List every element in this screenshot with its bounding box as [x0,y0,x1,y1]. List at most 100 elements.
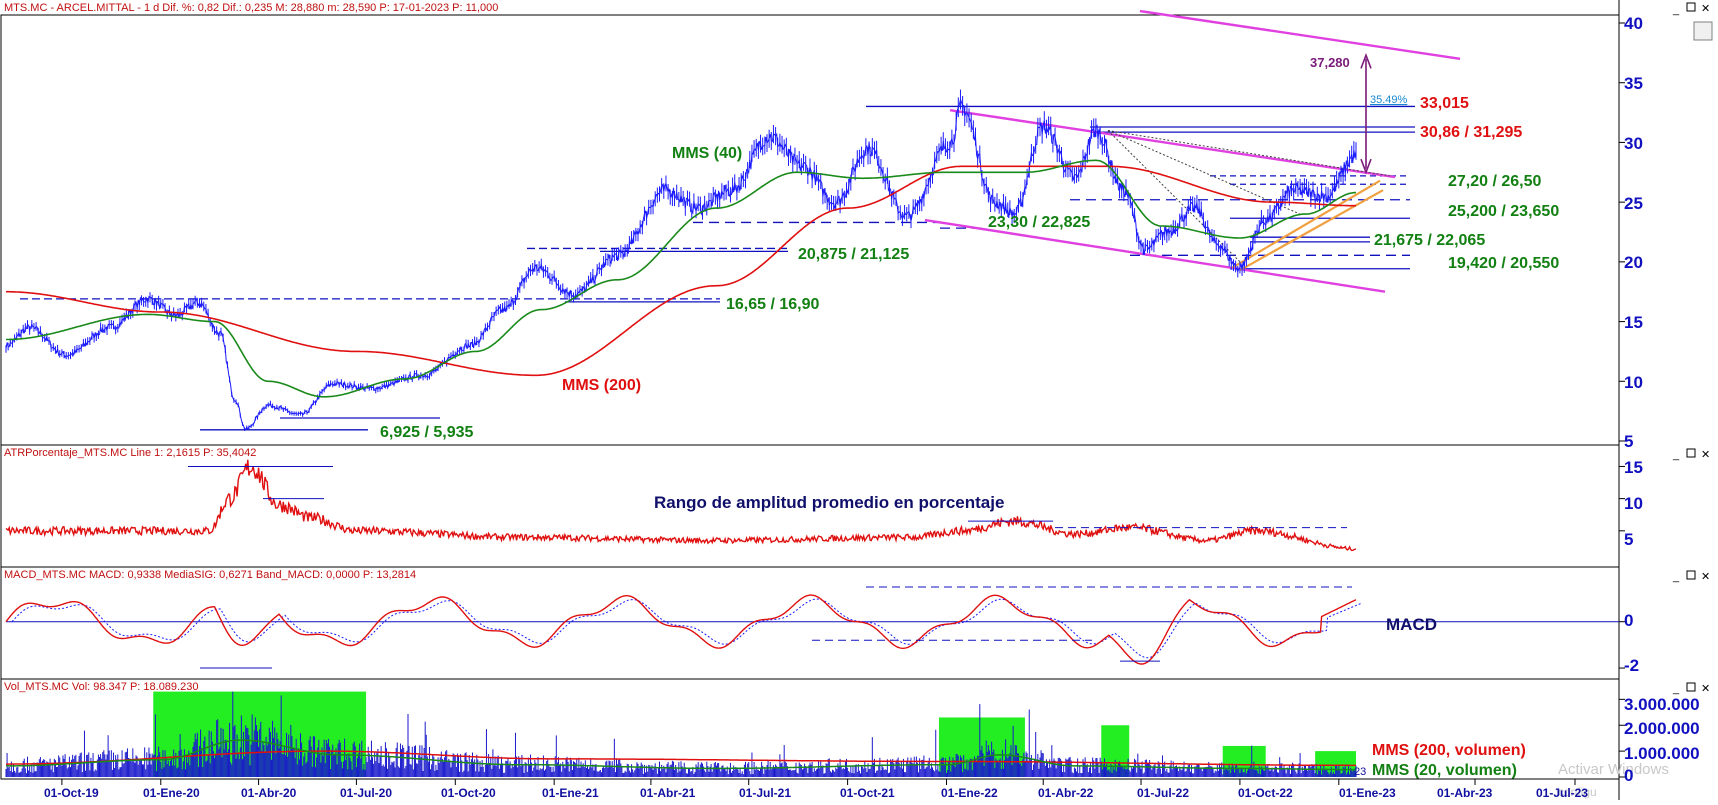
level-label-21: 21,675 / 22,065 [1374,232,1485,249]
y-tick-label: 10 [1624,494,1643,513]
minimize-icon[interactable]: _ [1672,683,1680,695]
atr-panel-title: Rango de amplitud promedio en porcentaje [654,493,1004,512]
axis-ticks [61,22,1625,785]
x-tick-label: 01-Jul-23 [1536,786,1588,800]
volume-highlight-box [1222,745,1266,777]
y-tick-label: -2 [1624,656,1639,675]
mms200-line [6,165,1356,377]
level-label-23: 23,30 / 22,825 [988,214,1090,231]
maximize-icon[interactable] [1686,570,1696,580]
x-tick-label: 01-Oct-21 [840,786,895,800]
level-label-27: 27,20 / 26,50 [1448,173,1542,190]
y-tick-label: 1.000.000 [1624,744,1700,763]
mms200-label: MMS (200) [562,377,641,394]
y-tick-label: 15 [1624,458,1643,477]
minimize-icon[interactable]: _ [1672,571,1680,583]
volume-panel-header: Vol_MTS.MC Vol: 98.347 P: 18.089.230 [4,681,198,693]
close-icon[interactable]: ✕ [1701,571,1710,583]
x-tick-label: 01-Oct-22 [1238,786,1293,800]
x-tick-label: 01-Ene-20 [143,786,200,800]
level-label-25: 25,200 / 23,650 [1448,203,1559,220]
y-tick-label: 0 [1624,766,1633,785]
orange-trendline [1231,179,1381,269]
minimize-icon[interactable]: _ [1672,4,1680,16]
y-tick-label: 10 [1624,373,1643,392]
volume-mms200-line [6,750,1356,767]
x-tick-label: 01-Jul-22 [1137,786,1189,800]
close-icon[interactable]: ✕ [1701,449,1710,461]
x-tick-label: 01-Jul-20 [340,786,392,800]
level-label-16: 16,65 / 16,90 [726,296,820,313]
x-tick-label: 01-Abr-22 [1038,786,1094,800]
x-tick-label: 01-Ene-21 [542,786,599,800]
y-tick-label: 3.000.000 [1624,695,1700,714]
trend-channel [924,9,1461,293]
level-label-6: 6,925 / 5,935 [380,424,474,441]
y-tick-label: 35 [1624,74,1643,93]
target-percent-label: 35.49% [1370,94,1408,106]
indicator-series [5,459,1619,777]
volume-mms20-line [6,739,1356,771]
channel-upper [1139,9,1461,61]
y-tick-label: 5 [1624,530,1633,549]
orange-trendline [1239,189,1384,272]
volume-mms20-legend: MMS (20, volumen) [1372,762,1517,779]
x-axis: 01-Oct-19 01-Ene-20 01-Abr-20 01-Jul-20 … [44,786,1588,800]
dotted-fan-line [1107,130,1301,215]
macd-line [5,594,1357,665]
x-tick-label: 01-Abr-21 [640,786,696,800]
level-label-31: 30,86 / 31,295 [1420,124,1522,141]
price-panel-header: MTS.MC - ARCEL.MITTAL - 1 d Dif. %: 0,82… [4,2,498,14]
price-series [5,89,1357,431]
window-controls[interactable]: _ ✕ _ ✕ _ ✕ _ ✕ [1672,2,1710,695]
close-icon[interactable]: ✕ [1701,3,1710,15]
y-tick-label: 20 [1624,253,1643,272]
watermark-line1: Activar Windows [1558,761,1669,778]
minimize-icon[interactable]: _ [1672,449,1680,461]
price-y-axis: 40 35 30 25 20 15 10 5 [1624,14,1643,451]
atr-y-axis: 15 10 5 [1624,458,1643,549]
x-tick-label: 01-Oct-20 [441,786,496,800]
macd-y-axis: 0 -2 [1624,611,1639,675]
price-line [5,97,1357,430]
volume-y-axis: 3.000.000 2.000.000 1.000.000 0 [1624,695,1700,785]
atr-panel-header: ATRPorcentaje_MTS.MC Line 1: 2,1615 P: 3… [4,447,256,459]
y-tick-label: 2.000.000 [1624,719,1700,738]
volume-mms200-legend: MMS (200, volumen) [1372,742,1526,759]
maximize-icon[interactable] [1686,2,1696,12]
channel-mid [949,108,1396,179]
mms40-label: MMS (40) [672,145,742,162]
support-resistance-levels [20,105,1415,431]
panel-frames [0,0,1620,800]
target-arrow-head [1360,158,1372,175]
y-tick-label: 30 [1624,134,1643,153]
y-tick-label: 15 [1624,313,1643,332]
target-value-label: 37,280 [1310,55,1350,70]
y-tick-label: 5 [1624,432,1633,451]
level-label-19: 19,420 / 20,550 [1448,255,1559,272]
maximize-icon[interactable] [1686,682,1696,692]
macd-signal-line [11,598,1363,659]
maximize-icon[interactable] [1686,448,1696,458]
atr-line [5,459,1357,552]
x-tick-label: 01-Jul-21 [739,786,791,800]
x-tick-label: 01-Ene-23 [1339,786,1396,800]
level-label-20: 20,875 / 21,125 [798,246,909,263]
mms40-line [6,159,1356,398]
y-tick-label: 25 [1624,194,1643,213]
level-label-33: 33,015 [1420,95,1469,112]
panel-menu-icon[interactable] [1693,21,1713,41]
close-icon[interactable]: ✕ [1701,683,1710,695]
target-arrow-head [1360,52,1372,69]
y-tick-label: 40 [1624,14,1643,33]
macd-panel-header: MACD_MTS.MC MACD: 0,9338 MediaSIG: 0,627… [4,569,416,581]
channel-lower [924,218,1386,293]
x-tick-label: 01-Ene-22 [941,786,998,800]
macd-panel-title: MACD [1386,615,1437,634]
dotted-fan-line [1107,130,1241,263]
volume-corner-text: 23 [1354,766,1366,778]
x-tick-label: 01-Oct-19 [44,786,99,800]
